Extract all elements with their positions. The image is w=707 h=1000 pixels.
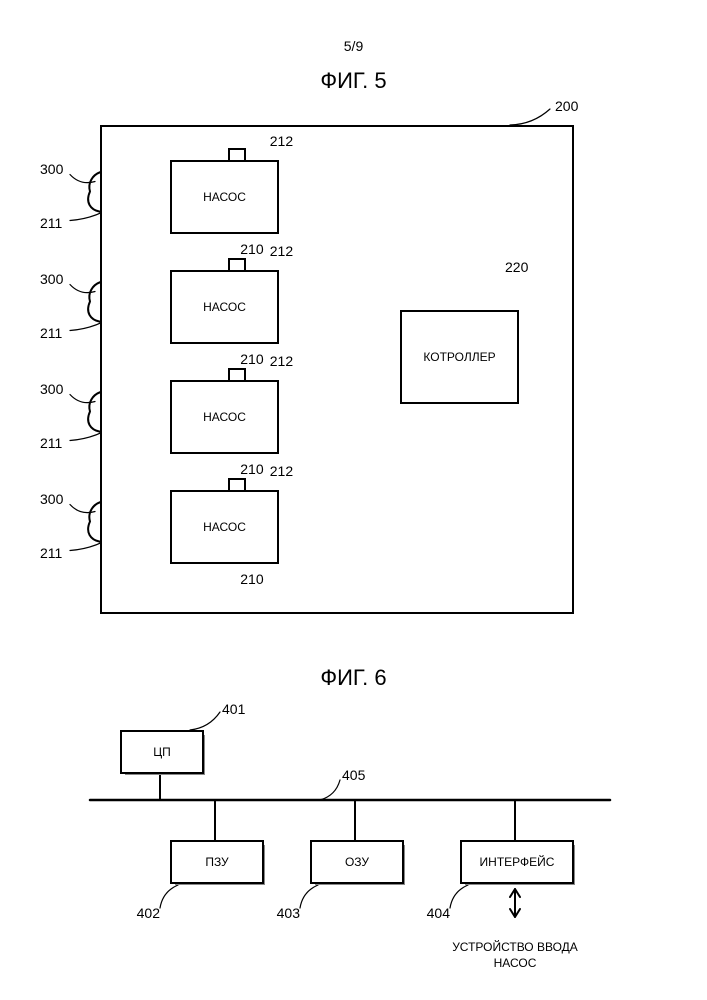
pump-ref-211-3: 211 <box>40 545 62 561</box>
pump-ref-210-3: 210 <box>240 571 263 587</box>
pump-nub-0 <box>228 148 246 162</box>
pump-nub-3 <box>228 478 246 492</box>
pump-box-0: НАСОС <box>170 160 279 234</box>
pump-ref-212-3: 212 <box>270 463 293 479</box>
pump-box-1-label: НАСОС <box>172 272 277 342</box>
pump-ref-210-2: 210 <box>240 461 263 477</box>
pump-ref-212-2: 212 <box>270 353 293 369</box>
pump-nub-2 <box>228 368 246 382</box>
controller-box-label: КОТРОЛЛЕР <box>402 312 517 402</box>
pump-box-3-label: НАСОС <box>172 492 277 562</box>
figure-page: 5/9 ФИГ. 5 ФИГ. 6 УСТРОЙСТВО ВВОДА НАСОС… <box>0 0 707 1000</box>
pump-ref-300-1: 300 <box>40 271 63 287</box>
pump-ref-210-0: 210 <box>240 241 263 257</box>
pump-box-0-label: НАСОС <box>172 162 277 232</box>
pump-ref-212-0: 212 <box>270 133 293 149</box>
pump-box-2: НАСОС <box>170 380 279 454</box>
controller-box: КОТРОЛЛЕР <box>400 310 519 404</box>
pump-ref-212-1: 212 <box>270 243 293 259</box>
fig5-ref-200: 200 <box>555 98 578 114</box>
bus-ref: 405 <box>342 767 365 783</box>
pump-ref-210-1: 210 <box>240 351 263 367</box>
below-box-2-label: ИНТЕРФЕЙС <box>462 842 572 882</box>
below-ref-1: 403 <box>240 905 300 921</box>
below-ref-0: 402 <box>100 905 160 921</box>
pump-ref-300-2: 300 <box>40 381 63 397</box>
below-box-0: ПЗУ <box>170 840 264 884</box>
below-box-2: ИНТЕРФЕЙС <box>460 840 574 884</box>
below-ref-2: 404 <box>390 905 450 921</box>
pump-box-2-label: НАСОС <box>172 382 277 452</box>
below-box-1-label: ОЗУ <box>312 842 402 882</box>
pump-ref-211-0: 211 <box>40 215 62 231</box>
below-box-0-label: ПЗУ <box>172 842 262 882</box>
fig6-title: ФИГ. 6 <box>0 665 707 691</box>
below-box-1: ОЗУ <box>310 840 404 884</box>
pump-ref-300-3: 300 <box>40 491 63 507</box>
pump-nub-1 <box>228 258 246 272</box>
cpu-ref: 401 <box>222 701 245 717</box>
cpu-box: ЦП <box>120 730 204 774</box>
controller-ref: 220 <box>505 259 528 275</box>
fig6-footer2: НАСОС <box>400 956 630 970</box>
pump-box-3: НАСОС <box>170 490 279 564</box>
pump-ref-211-1: 211 <box>40 325 62 341</box>
pump-box-1: НАСОС <box>170 270 279 344</box>
fig6-footer1: УСТРОЙСТВО ВВОДА <box>400 940 630 954</box>
pump-ref-211-2: 211 <box>40 435 62 451</box>
cpu-box-label: ЦП <box>122 732 202 772</box>
pump-ref-300-0: 300 <box>40 161 63 177</box>
